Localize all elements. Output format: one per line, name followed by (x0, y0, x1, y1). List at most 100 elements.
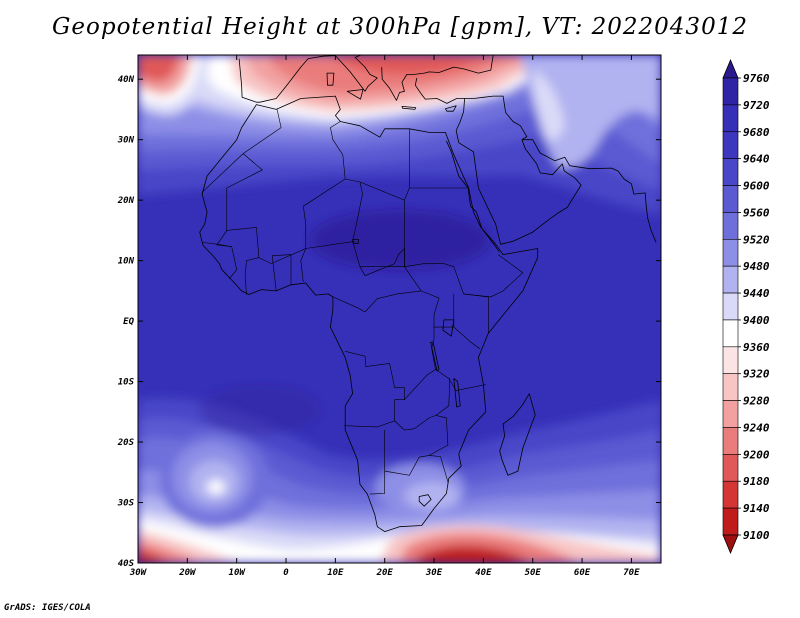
colorbar-label: 9140 (743, 502, 770, 515)
colorbar-label: 9680 (743, 126, 770, 139)
coastlines (199, 55, 657, 532)
turkey-coastline (414, 77, 465, 104)
colorbar-segment (722, 212, 739, 240)
country-border (431, 339, 486, 391)
lat-tick-label: 40S (118, 559, 135, 569)
colorbar-label: 9320 (743, 368, 770, 381)
height-field (138, 55, 661, 563)
colorbar-segment (722, 507, 739, 536)
colorbar-label: 9520 (743, 233, 770, 246)
colorbar-segment (722, 238, 739, 267)
europe-coastline (238, 55, 378, 103)
lon-tick-label: 0 (283, 568, 289, 578)
colorbar-segment (722, 373, 739, 401)
country-border (463, 293, 489, 334)
country-border (359, 247, 405, 277)
country-border (201, 153, 244, 193)
lon-tick-label: 30E (425, 568, 443, 578)
country-border (244, 257, 259, 295)
colorbar-label: 9560 (743, 206, 770, 219)
colorbar-min-arrow (722, 534, 739, 555)
colorbar-segment (722, 346, 739, 375)
plot-frame (137, 54, 662, 564)
country-border (453, 326, 481, 350)
lon-tick-label: 40E (475, 568, 492, 578)
colorbar-label: 9240 (743, 421, 770, 434)
sardinia-coastline (326, 72, 335, 86)
lat-tick-label: 20S (117, 438, 135, 448)
crete-coastline (401, 106, 417, 110)
colorbar-segment (722, 454, 739, 482)
country-border (404, 266, 422, 292)
arabia-coastline (455, 95, 582, 245)
country-border (332, 290, 440, 328)
colorbar-segment (722, 480, 739, 509)
colorbar-max-arrow (722, 58, 739, 79)
country-border (271, 254, 292, 291)
lat-tick-label: 20N (117, 196, 135, 206)
latitude-axis: 40N 30N 20N 10N EQ 10S 20S 30S 40S (117, 75, 661, 569)
colorbar-segment (722, 292, 739, 321)
cyprus-coastline (445, 105, 457, 112)
lat-tick-label: 30S (117, 499, 135, 509)
lat-tick-label: 40N (118, 75, 135, 85)
credit-text: GrADS: IGES/COLA (4, 603, 91, 613)
lake-outline (430, 341, 440, 372)
colorbar-segment (722, 104, 739, 133)
colorbar-label: 9200 (743, 448, 770, 461)
country-border (428, 415, 449, 456)
colorbar-label: 9180 (743, 475, 770, 488)
madagascar-coastline (499, 393, 536, 476)
colorbar-label: 9720 (743, 99, 770, 112)
sicily-coastline (346, 89, 364, 100)
map-title: Geopotential Height at 300hPa [gpm], VT:… (52, 14, 748, 40)
lon-tick-label: 30W (129, 568, 148, 578)
balkans-coastline (381, 55, 494, 101)
country-border (394, 378, 451, 431)
lat-tick-label: 30N (117, 136, 135, 146)
colorbar-label: 9100 (743, 529, 770, 542)
country-border (344, 351, 405, 428)
colorbar-segment (722, 185, 739, 213)
lon-tick-label: 10W (229, 568, 247, 578)
iran-coastline (522, 139, 657, 243)
country-borders (201, 109, 524, 495)
lat-tick-label: 10N (118, 257, 135, 267)
colorbar-label: 9480 (743, 260, 770, 273)
red-sea-coastline (446, 140, 500, 252)
colorbar-segment (722, 400, 739, 428)
longitude-axis: 30W 20W 10W 0 10E 20E 30E 40E 50E 60E 70E (129, 55, 640, 578)
colorbar-label: 9440 (743, 287, 770, 300)
lon-tick-label: 70E (623, 568, 640, 578)
country-border (384, 430, 449, 484)
country-border (242, 109, 282, 154)
country-border (300, 248, 307, 282)
africa-coastline (199, 95, 539, 532)
colorbar-label: 9640 (743, 153, 770, 166)
country-border (369, 471, 385, 495)
country-border (305, 241, 356, 249)
lon-tick-label: 20W (178, 568, 197, 578)
colorbar-label: 9600 (743, 180, 770, 193)
lesotho-border (418, 494, 432, 507)
colorbar-segment (722, 158, 739, 186)
lat-tick-label: 10S (118, 378, 135, 388)
lake-outline (453, 378, 461, 408)
country-border (216, 230, 232, 247)
colorbar-segment (722, 77, 739, 106)
colorbar-label: 9360 (743, 341, 770, 354)
lon-tick-label: 60E (574, 568, 591, 578)
country-border (258, 121, 346, 264)
lat-tick-label: EQ (123, 317, 134, 327)
colorbar-segment (722, 265, 739, 294)
colorbar-label: 9280 (743, 395, 770, 408)
lon-tick-label: 10E (327, 568, 344, 578)
colorbar: 9760 9720 9680 9640 9600 9560 9520 9480 9440 9400… (722, 58, 770, 555)
colorbar-segment (722, 319, 739, 348)
colorbar-label: 9760 (743, 72, 770, 85)
colorbar-segment (722, 427, 739, 455)
colorbar-segment (722, 131, 739, 159)
lon-tick-label: 50E (525, 568, 542, 578)
lake-outline (442, 319, 455, 337)
